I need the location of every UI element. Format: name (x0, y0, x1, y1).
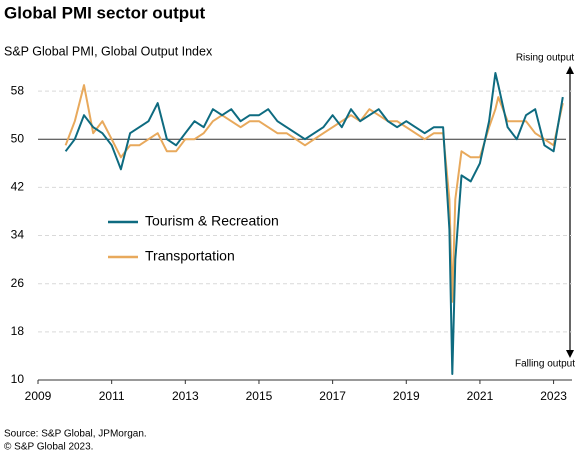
annotation: Rising output (516, 53, 575, 64)
chart-subtitle: S&P Global PMI, Global Output Index (4, 44, 213, 58)
annotation: Falling output (515, 359, 575, 370)
x-tick-label: 2023 (540, 389, 567, 403)
y-tick-label: 34 (11, 228, 25, 242)
legend-label: Tourism & Recreation (145, 213, 279, 229)
x-tick-label: 2015 (246, 389, 273, 403)
chart-title: Global PMI sector output (4, 3, 206, 22)
source: © S&P Global 2023. (4, 442, 93, 453)
x-tick-label: 2011 (99, 389, 125, 403)
y-tick-label: 50 (11, 131, 25, 145)
source: Source: S&P Global, JPMorgan. (4, 429, 147, 440)
line-series (64, 84, 564, 303)
x-tick-label: 2017 (319, 389, 346, 403)
y-tick-label: 26 (11, 276, 25, 290)
y-tick-label: 42 (11, 180, 25, 194)
x-tick-label: 2009 (25, 389, 52, 403)
y-tick-label: 18 (11, 324, 25, 338)
x-tick-label: 2019 (393, 389, 420, 403)
x-tick-label: 2013 (172, 389, 199, 403)
y-tick-label: 58 (11, 83, 25, 97)
line-series (64, 72, 564, 375)
legend-label: Transportation (145, 248, 235, 264)
x-tick-label: 2021 (467, 389, 494, 403)
y-tick-label: 10 (11, 372, 25, 386)
